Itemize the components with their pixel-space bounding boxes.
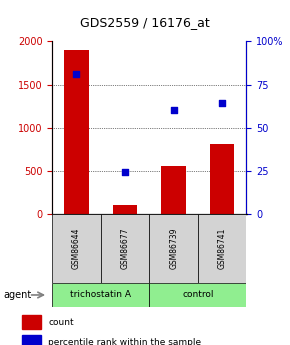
FancyBboxPatch shape: [149, 283, 246, 307]
Text: GSM86677: GSM86677: [121, 228, 130, 269]
Bar: [22, 335, 41, 345]
Bar: [64, 50, 89, 214]
FancyBboxPatch shape: [101, 214, 149, 283]
FancyBboxPatch shape: [149, 214, 198, 283]
Text: percentile rank within the sample: percentile rank within the sample: [48, 338, 202, 345]
FancyBboxPatch shape: [52, 283, 149, 307]
Point: [123, 169, 127, 174]
Bar: [162, 166, 186, 214]
Text: agent: agent: [3, 290, 31, 300]
Bar: [22, 315, 41, 329]
Text: GSM86741: GSM86741: [218, 228, 227, 269]
Point: [171, 108, 176, 113]
Point: [74, 71, 79, 77]
Text: count: count: [48, 318, 74, 327]
Text: control: control: [182, 290, 214, 299]
FancyBboxPatch shape: [52, 214, 101, 283]
Point: [220, 101, 224, 106]
Bar: [210, 144, 234, 214]
Text: GDS2559 / 16176_at: GDS2559 / 16176_at: [80, 16, 210, 29]
FancyBboxPatch shape: [198, 214, 246, 283]
Bar: [113, 205, 137, 214]
Text: GSM86644: GSM86644: [72, 228, 81, 269]
Text: GSM86739: GSM86739: [169, 228, 178, 269]
Text: trichostatin A: trichostatin A: [70, 290, 131, 299]
